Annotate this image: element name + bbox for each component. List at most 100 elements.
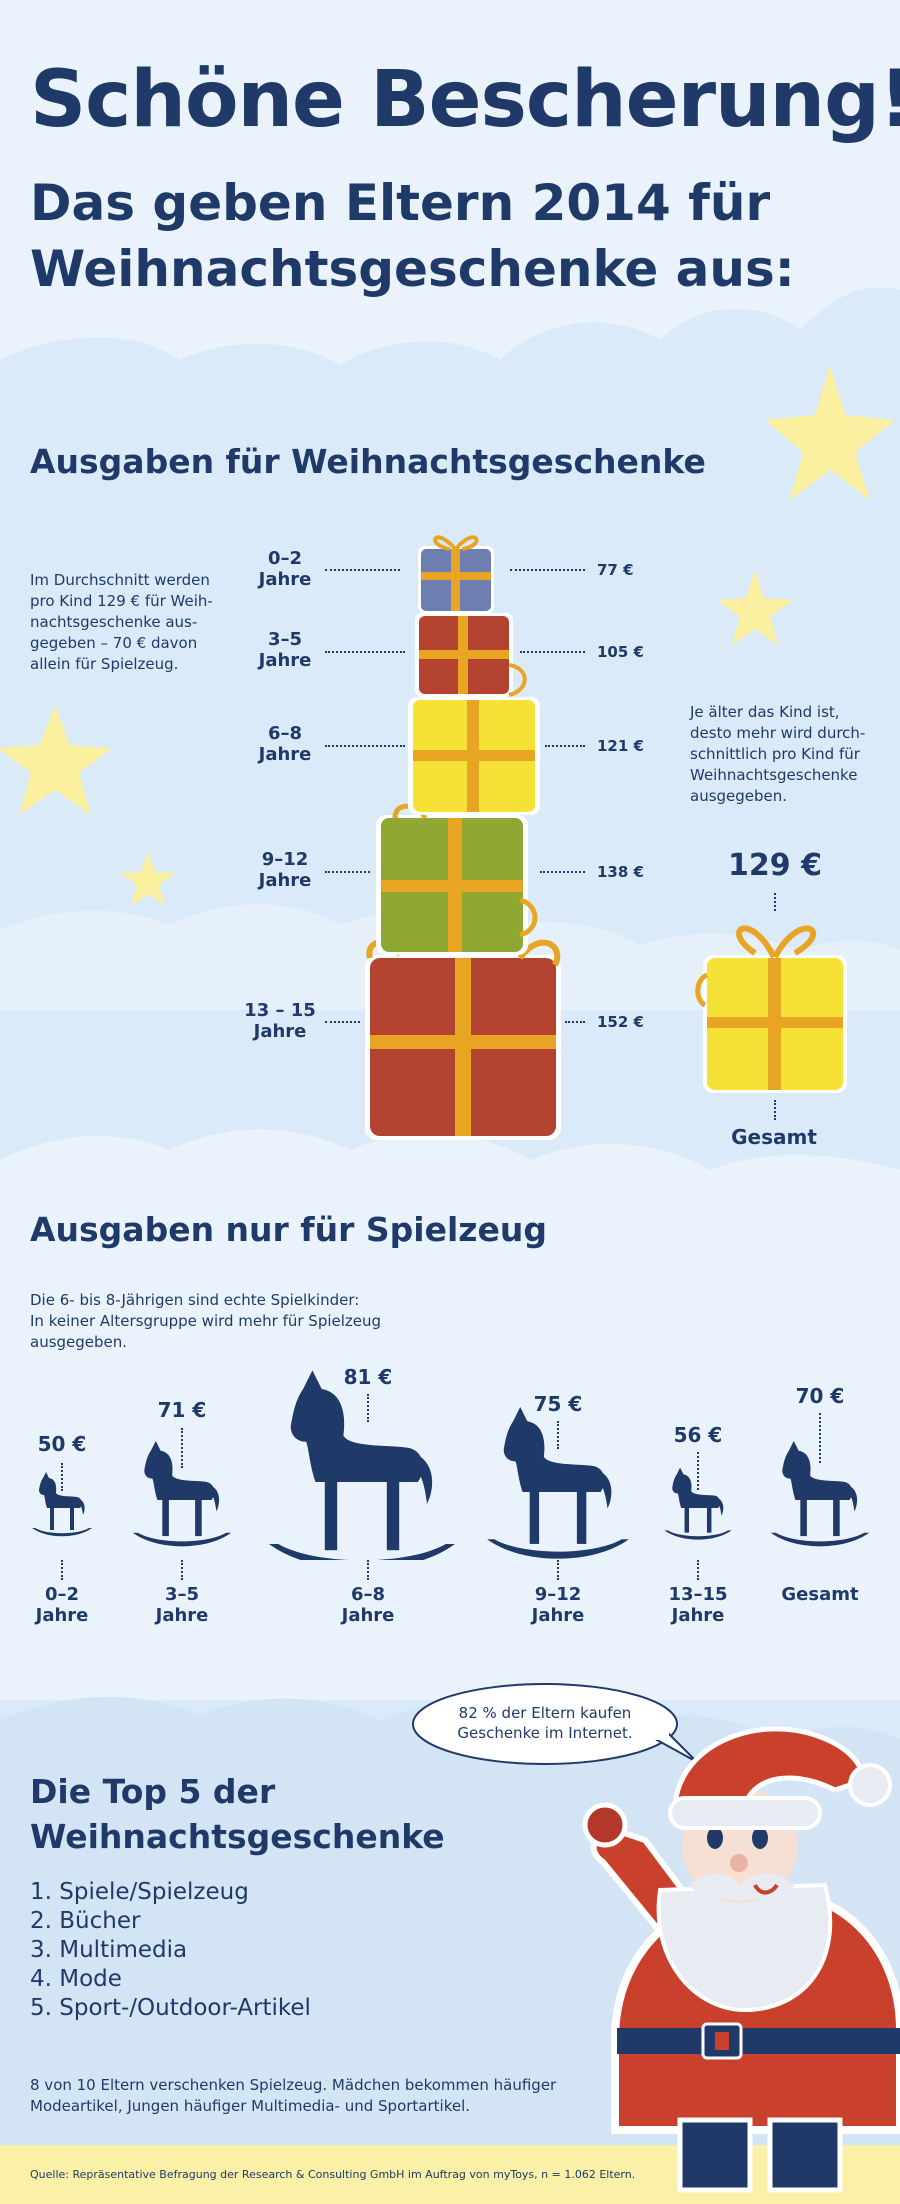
toy-age-label: 9–12 Jahre xyxy=(508,1584,608,1626)
gift-price-label: 121 € xyxy=(597,737,644,755)
gift-leader-left xyxy=(325,569,400,571)
gifts-side-note: Je älter das Kind ist, desto mehr wird d… xyxy=(690,703,866,805)
total-gift-value: 129 € xyxy=(728,848,822,883)
top5-footnote: 8 von 10 Eltern verschenken Spielzeug. M… xyxy=(30,2075,556,2117)
toy-age-label: 0–2 Jahre xyxy=(12,1584,112,1626)
gift-leader-right xyxy=(540,871,585,873)
toy-value-label: 75 € xyxy=(533,1392,583,1416)
horse-6-8 xyxy=(269,1370,455,1560)
page-subtitle-line-1: Das geben Eltern 2014 für xyxy=(30,174,771,232)
toy-age-line: Jahre xyxy=(155,1605,209,1626)
gift-age-label: 0–2 Jahre xyxy=(245,548,325,590)
top5-list-item: 4. Mode xyxy=(30,1966,122,1992)
speech-line: Geschenke im Internet. xyxy=(457,1724,633,1742)
gifts-section-heading: Ausgaben für Weihnachtsgeschenke xyxy=(30,442,706,481)
top5-list-item: 5. Sport-/Outdoor-Artikel xyxy=(30,1995,311,2021)
toy-leader xyxy=(367,1394,369,1422)
toy-age-label: 3–5 Jahre xyxy=(132,1584,232,1626)
gift-age-line: Jahre xyxy=(258,569,312,590)
toy-age-line: 13–15 xyxy=(668,1584,728,1605)
toy-value-label: 56 € xyxy=(673,1423,723,1447)
gift-price-label: 152 € xyxy=(597,1013,644,1031)
toy-age-leader xyxy=(367,1560,369,1580)
total-gift-label: Gesamt xyxy=(731,1125,817,1149)
gift-box-6-8 xyxy=(408,697,540,815)
toy-age-line: Gesamt xyxy=(781,1584,859,1605)
gift-age-label: 9–12 Jahre xyxy=(245,849,325,891)
gift-age-label: 13 – 15 Jahre xyxy=(235,1000,325,1042)
gift-box-9-12 xyxy=(376,803,538,955)
toy-age-line: 9–12 xyxy=(534,1584,582,1605)
gift-leader-right xyxy=(510,569,585,571)
gift-age-line: 3–5 xyxy=(267,629,303,650)
page-title: Schöne Bescherung! xyxy=(30,55,900,145)
total-gift-leader-top xyxy=(774,893,776,911)
toy-age-leader xyxy=(181,1560,183,1580)
toy-leader xyxy=(557,1421,559,1449)
gift-age-label: 6–8 Jahre xyxy=(245,723,325,765)
toy-age-leader xyxy=(697,1560,699,1580)
gift-leader-left xyxy=(325,1021,360,1023)
top5-list-item: 3. Multimedia xyxy=(30,1937,188,1963)
toys-intro-line: Die 6- bis 8-Jährigen sind echte Spielki… xyxy=(30,1291,360,1309)
toy-age-line: Jahre xyxy=(35,1605,89,1626)
top5-list-item: 2. Bücher xyxy=(30,1908,141,1934)
toys-section-heading: Ausgaben nur für Spielzeug xyxy=(30,1210,548,1249)
gift-age-line: 6–8 xyxy=(267,723,303,744)
toy-age-leader xyxy=(61,1560,63,1580)
speech-line: 82 % der Eltern kaufen xyxy=(458,1704,632,1722)
toy-age-label: Gesamt xyxy=(770,1584,870,1605)
gift-age-line: Jahre xyxy=(258,744,312,765)
toy-age-line: 3–5 xyxy=(164,1584,200,1605)
toy-value-label: 81 € xyxy=(343,1365,393,1389)
top5-list: 1. Spiele/Spielzeug 2. Bücher 3. Multime… xyxy=(30,1878,311,2023)
gift-leader-right xyxy=(520,651,585,653)
toy-age-leader xyxy=(557,1560,559,1580)
top5-heading-line-1: Die Top 5 der xyxy=(30,1772,276,1811)
gift-leader-right xyxy=(545,745,585,747)
gift-price-label: 77 € xyxy=(597,561,634,579)
gift-leader-left xyxy=(325,745,405,747)
top5-heading-line-2: Weihnachtsgeschenke xyxy=(30,1817,445,1856)
gift-age-line: 13 – 15 xyxy=(244,1000,316,1021)
toys-intro-line: In keiner Altersgruppe wird mehr für Spi… xyxy=(30,1312,382,1330)
gift-stack-illustration xyxy=(365,535,561,1140)
toy-value-label: 50 € xyxy=(37,1432,87,1456)
footnote-line: Modeartikel, Jungen häufiger Multimedia-… xyxy=(30,2097,471,2115)
page-subtitle-line-2: Weihnachtsgeschenke aus: xyxy=(30,240,795,298)
source-note: Quelle: Repräsentative Befragung der Res… xyxy=(30,2168,636,2181)
gift-price-label: 138 € xyxy=(597,863,644,881)
toy-age-line: Jahre xyxy=(341,1605,395,1626)
rocking-horse-chart xyxy=(32,1370,870,1560)
toys-intro-line: ausgegeben. xyxy=(30,1333,128,1351)
gift-box-3-5 xyxy=(415,613,527,697)
gift-box-0-2 xyxy=(418,535,494,613)
gift-box-13-15 xyxy=(365,939,561,1140)
gift-age-line: 0–2 xyxy=(267,548,303,569)
toy-value-label: 70 € xyxy=(795,1384,845,1408)
total-gift-leader-bottom xyxy=(774,1100,776,1120)
toy-leader xyxy=(181,1428,183,1468)
gift-leader-right xyxy=(565,1021,585,1023)
toy-age-label: 6–8 Jahre xyxy=(318,1584,418,1626)
gift-age-line: 9–12 xyxy=(261,849,309,870)
gifts-intro-text: Im Durchschnitt werden pro Kind 129 € fü… xyxy=(30,571,213,673)
gift-age-label: 3–5 Jahre xyxy=(245,629,325,671)
gift-price-label: 105 € xyxy=(597,643,644,661)
toy-age-line: 6–8 xyxy=(350,1584,386,1605)
top5-list-item: 1. Spiele/Spielzeug xyxy=(30,1879,249,1905)
toy-leader xyxy=(819,1413,821,1463)
footnote-line: 8 von 10 Eltern verschenken Spielzeug. M… xyxy=(30,2076,557,2094)
toy-age-line: Jahre xyxy=(531,1605,585,1626)
toys-intro-text: Die 6- bis 8-Jährigen sind echte Spielki… xyxy=(30,1290,381,1353)
speech-bubble-text: 82 % der Eltern kaufen Geschenke im Inte… xyxy=(430,1703,660,1743)
toy-age-line: Jahre xyxy=(671,1605,725,1626)
total-gift-illustration xyxy=(695,925,847,1093)
speech-bubble xyxy=(412,1683,698,1765)
toy-leader xyxy=(697,1452,699,1490)
gift-leader-left xyxy=(325,871,370,873)
gift-age-line: Jahre xyxy=(258,650,312,671)
toy-age-line: 0–2 xyxy=(44,1584,80,1605)
santa-illustration xyxy=(582,1726,900,2193)
